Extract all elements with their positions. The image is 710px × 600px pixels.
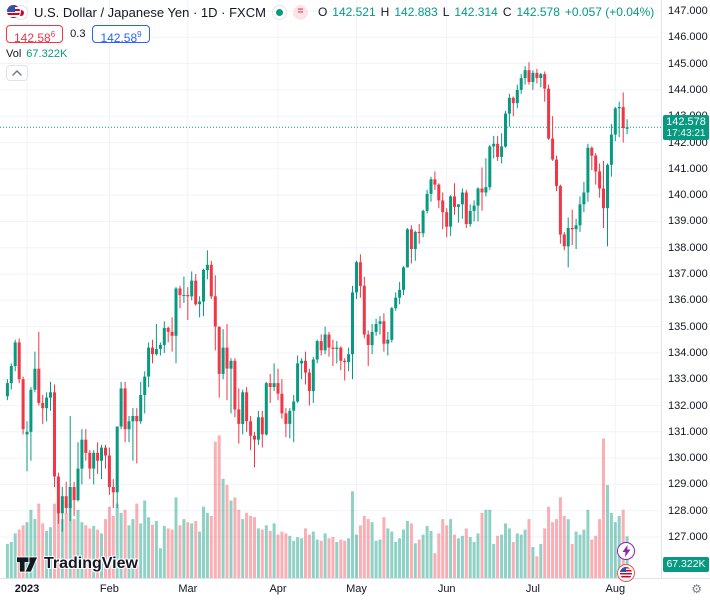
bar-countdown: 17:43:21 [666, 128, 706, 140]
chart-legend: U.S. Dollar / Japanese Yen · 1D · FXCM =… [6, 3, 654, 81]
high-label: H [380, 5, 390, 19]
lightning-icon [622, 545, 630, 557]
price-tick-label: 146.000 [668, 31, 708, 44]
price-tick-label: 131.000 [668, 425, 708, 438]
hide-indicator-button[interactable]: = [292, 4, 308, 20]
bid-pip: 6 [50, 30, 56, 39]
price-tick-label: 139.000 [668, 215, 708, 228]
price-tick-label: 137.000 [668, 268, 708, 280]
price-tick-label: 129.000 [668, 478, 708, 491]
open-value: 142.521 [332, 5, 376, 19]
time-tick-label: Jul [525, 583, 540, 595]
ask-price: 142.58 [100, 31, 138, 45]
green-dot-icon [275, 8, 283, 16]
low-label: L [442, 5, 450, 19]
price-tick-label: 145.000 [668, 57, 708, 70]
volume-label: Vol [6, 48, 22, 60]
low-value: 142.314 [454, 5, 498, 19]
price-tick-label: 130.000 [668, 452, 708, 465]
source-toggle-button[interactable] [271, 4, 287, 20]
current-price-tag: 142.578 17:43:21 [663, 115, 709, 141]
ask-pip: 9 [137, 30, 142, 39]
time-tick-label: Feb [99, 583, 119, 595]
price-tick-label: 128.000 [668, 504, 708, 517]
price-tick-label: 134.000 [668, 346, 708, 359]
current-price-value: 142.578 [666, 116, 706, 129]
price-axis[interactable]: 142.578 17:43:21 67.322K 147.000 146.000 1… [661, 0, 710, 578]
price-tick-label: 144.000 [668, 83, 708, 96]
change-value: +0.057 (+0.04%) [564, 5, 655, 19]
price-tick-label: 133.000 [668, 373, 708, 386]
time-tick-label: Jun [437, 583, 456, 595]
sell-bid-button[interactable]: 142.586 [6, 25, 64, 45]
time-tick-label: Aug [605, 583, 626, 595]
open-label: O [317, 5, 328, 19]
bid-price: 142.58 [14, 31, 51, 45]
economic-event-bolt-icon[interactable] [617, 542, 635, 560]
currency-pair-flags-icon [6, 4, 28, 20]
candlestick-chart[interactable] [0, 0, 661, 578]
tradingview-mark-icon [16, 556, 38, 572]
close-label: C [502, 5, 512, 19]
price-tick-label: 147.000 [668, 5, 708, 17]
spread-value: 0.3 [70, 28, 86, 40]
price-tick-label: 138.000 [668, 241, 708, 254]
high-value: 142.883 [394, 5, 438, 19]
price-tick-label: 135.000 [668, 320, 708, 333]
volume-value: 67.322K [26, 48, 68, 60]
axis-settings-gear-icon[interactable]: ⚙ [691, 582, 702, 596]
us-flag-icon [6, 4, 21, 19]
close-value: 142.578 [516, 5, 560, 19]
time-tick-label: 2023 [14, 583, 40, 595]
collapse-legend-button[interactable] [6, 65, 28, 81]
price-tick-label: 141.000 [668, 162, 708, 175]
ohlc-readout: O 142.521 H 142.883 L 142.314 C 142.578 +0.0… [318, 5, 654, 19]
time-axis[interactable]: ⚙ 2023 Feb Mar Apr May Jun Jul Aug [0, 578, 710, 600]
price-tick-label: 136.000 [668, 294, 708, 307]
us-economic-event-icon[interactable] [617, 564, 635, 582]
time-tick-label: May [346, 583, 367, 595]
price-tick-label: 127.000 [668, 531, 708, 543]
price-tick-label: 132.000 [668, 399, 708, 412]
tradingview-logo-text: TradingView [44, 555, 138, 572]
chevron-up-icon [12, 70, 22, 76]
tradingview-logo[interactable]: TradingView [16, 555, 138, 573]
us-flag-round-icon [620, 567, 632, 579]
buy-ask-button[interactable]: 142.589 [92, 25, 150, 45]
price-tick-label: 140.000 [668, 189, 708, 202]
symbol-title[interactable]: U.S. Dollar / Japanese Yen · 1D · FXCM [34, 4, 266, 20]
time-tick-label: Mar [178, 583, 198, 595]
volume-axis-tag: 67.322K [663, 557, 709, 572]
time-tick-label: Apr [269, 583, 287, 595]
